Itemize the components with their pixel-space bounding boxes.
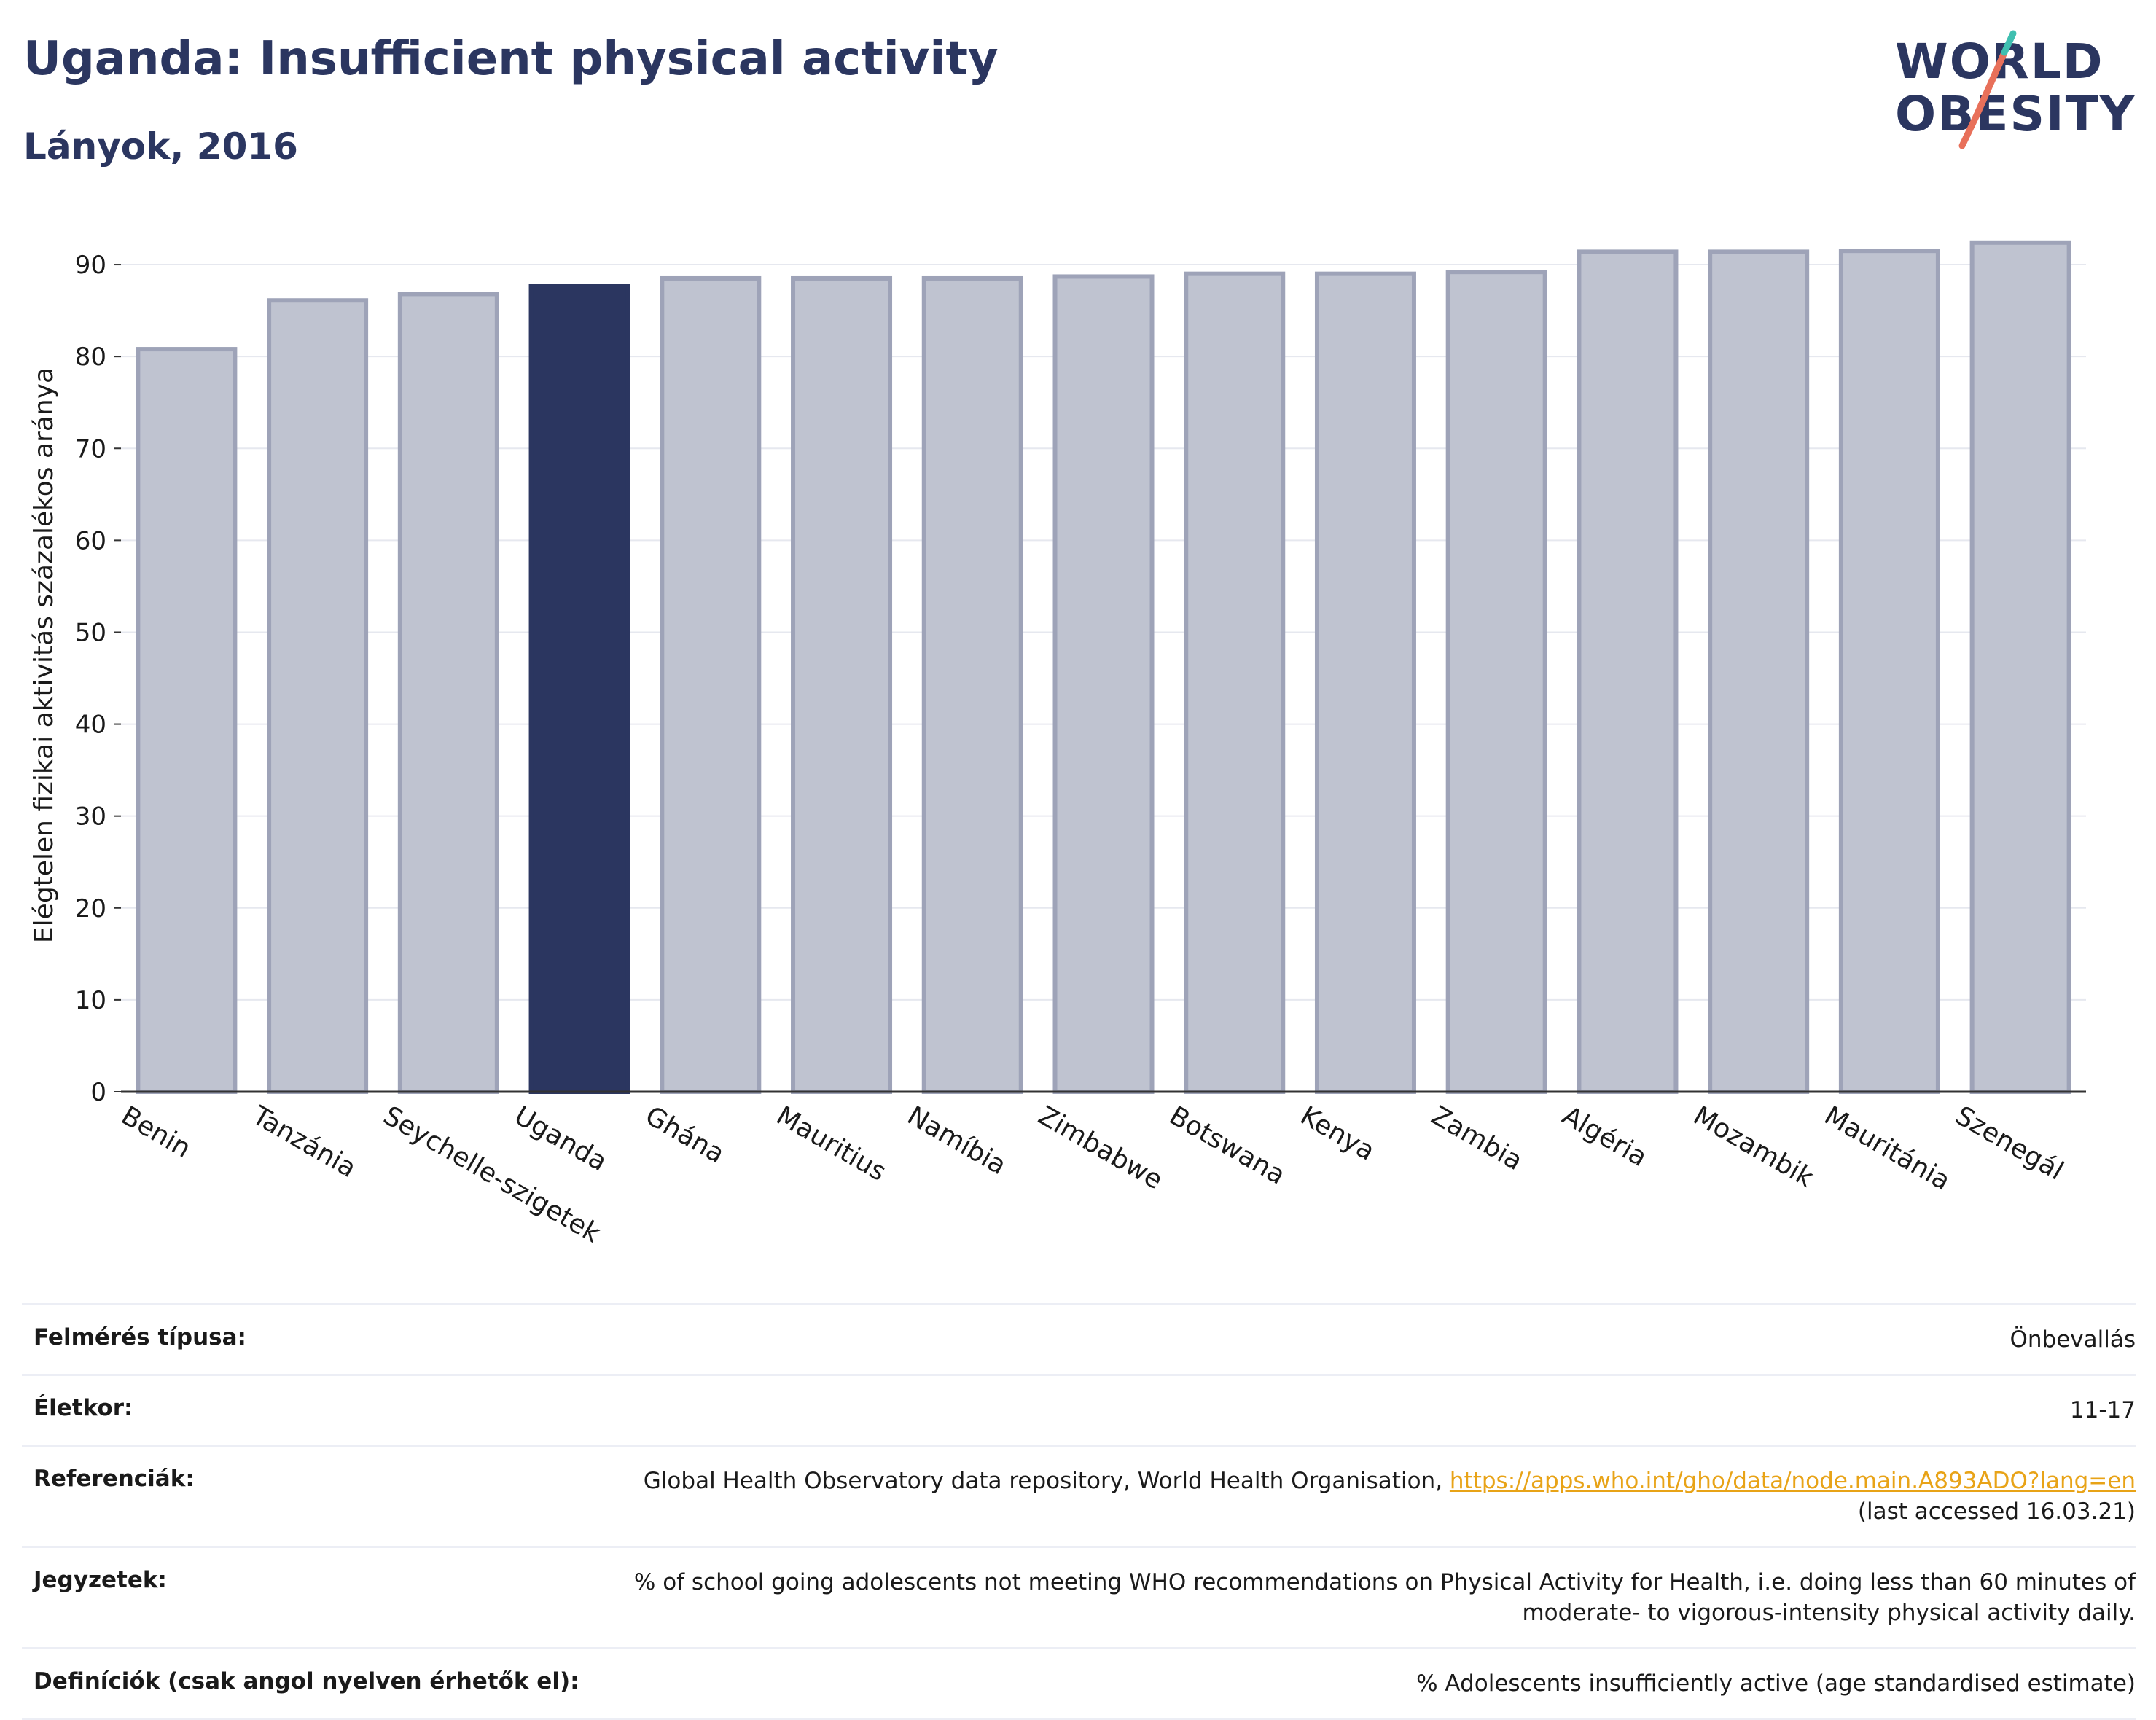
- references-accessed: (last accessed 16.03.21): [1857, 1498, 2136, 1525]
- y-tick-label: 0: [90, 1078, 106, 1107]
- x-tick-label: Ghána: [640, 1101, 729, 1169]
- y-axis-label: Elégtelen fizikai aktivitás százalékos a…: [29, 367, 59, 943]
- page-title: Uganda: Insufficient physical activity: [23, 32, 999, 86]
- info-row-notes: Jegyzetek: % of school going adolescents…: [22, 1546, 2136, 1647]
- x-tick-label: Zimbabwe: [1034, 1101, 1168, 1195]
- world-obesity-logo: WORLD OBESITY: [1895, 29, 2136, 153]
- bar-Ghána: [660, 275, 762, 1095]
- y-tick-label: 70: [75, 434, 106, 464]
- references-value: Global Health Observatory data repositor…: [644, 1466, 2136, 1527]
- y-tick-label: 80: [75, 343, 106, 372]
- x-tick-label: Szenegál: [1950, 1101, 2069, 1186]
- x-tick-label: Botswana: [1164, 1101, 1290, 1190]
- x-tick-label: Benin: [116, 1101, 195, 1164]
- info-table: Felmérés típusa: Önbevallás Életkor: 11-…: [22, 1303, 2136, 1720]
- x-tick-label: Kenya: [1295, 1101, 1380, 1167]
- age-label: Életkor:: [34, 1395, 133, 1421]
- survey-label: Felmérés típusa:: [34, 1324, 246, 1350]
- logo-slash-icon: [1958, 30, 2017, 149]
- x-tick-label: Tanzánia: [246, 1101, 361, 1184]
- bar-Mozambik: [1708, 249, 1810, 1094]
- x-tick-label: Mozambik: [1688, 1101, 1819, 1193]
- y-tick-label: 60: [75, 526, 106, 555]
- info-row-age: Életkor: 11-17: [22, 1374, 2136, 1445]
- x-tick-label: Mauritius: [771, 1101, 891, 1187]
- bar-Zambia: [1445, 270, 1547, 1094]
- references-label: Referenciák:: [34, 1466, 195, 1492]
- bar-Mauritius: [791, 275, 893, 1095]
- y-tick-label: 90: [75, 251, 106, 280]
- references-link[interactable]: https://apps.who.int/gho/data/node.main.…: [1449, 1468, 2136, 1494]
- references-text: Global Health Observatory data repositor…: [643, 1468, 1450, 1494]
- survey-value: Önbevallás: [2009, 1326, 2136, 1353]
- bar-Namíbia: [921, 275, 1023, 1095]
- bar-Algéria: [1577, 249, 1679, 1094]
- bar-Benin: [136, 347, 238, 1095]
- definitions-value: % Adolescents insufficiently active (age…: [1416, 1670, 2136, 1697]
- bar-Tanzánia: [267, 298, 369, 1095]
- y-tick-label: 10: [75, 986, 106, 1015]
- y-tick-label: 30: [75, 802, 106, 832]
- bar-Mauritánia: [1838, 249, 1940, 1094]
- bar-Botswana: [1184, 271, 1286, 1094]
- bar-Zimbabwe: [1052, 274, 1155, 1095]
- x-tick-label: Uganda: [509, 1101, 612, 1177]
- bar-Szenegál: [1969, 240, 2071, 1095]
- info-row-definitions: Definíciók (csak angol nyelven érhetők e…: [22, 1647, 2136, 1720]
- bar-chart: 0 10 20 30 40 50 60 70 80 90 Elégtelen fizikai akt…: [29, 240, 2086, 1249]
- logo-line-2: OBESITY: [1895, 86, 2136, 142]
- y-tick-label: 40: [75, 711, 106, 740]
- x-tick-label: Mauritánia: [1819, 1101, 1956, 1196]
- x-tick-label: Zambia: [1426, 1101, 1528, 1176]
- info-row-references: Referenciák: Global Health Observatory d…: [22, 1445, 2136, 1546]
- notes-label: Jegyzetek:: [34, 1567, 167, 1593]
- bar-Uganda: [528, 284, 630, 1094]
- info-row-survey: Felmérés típusa: Önbevallás: [22, 1303, 2136, 1374]
- x-tick-label: Namíbia: [902, 1101, 1012, 1181]
- age-value: 11-17: [2069, 1397, 2136, 1423]
- x-tick-label: Seychelle-szigetek: [378, 1101, 606, 1249]
- bar-Seychelle-szigetek: [397, 292, 499, 1094]
- y-tick-label: 20: [75, 894, 106, 923]
- notes-value: % of school going adolescents not meetin…: [633, 1569, 2136, 1626]
- y-tick-label: 50: [75, 618, 106, 647]
- page-subtitle: Lányok, 2016: [23, 125, 298, 168]
- definitions-label: Definíciók (csak angol nyelven érhetők e…: [34, 1668, 579, 1694]
- bar-Kenya: [1314, 271, 1416, 1094]
- x-tick-label: Algéria: [1557, 1101, 1652, 1173]
